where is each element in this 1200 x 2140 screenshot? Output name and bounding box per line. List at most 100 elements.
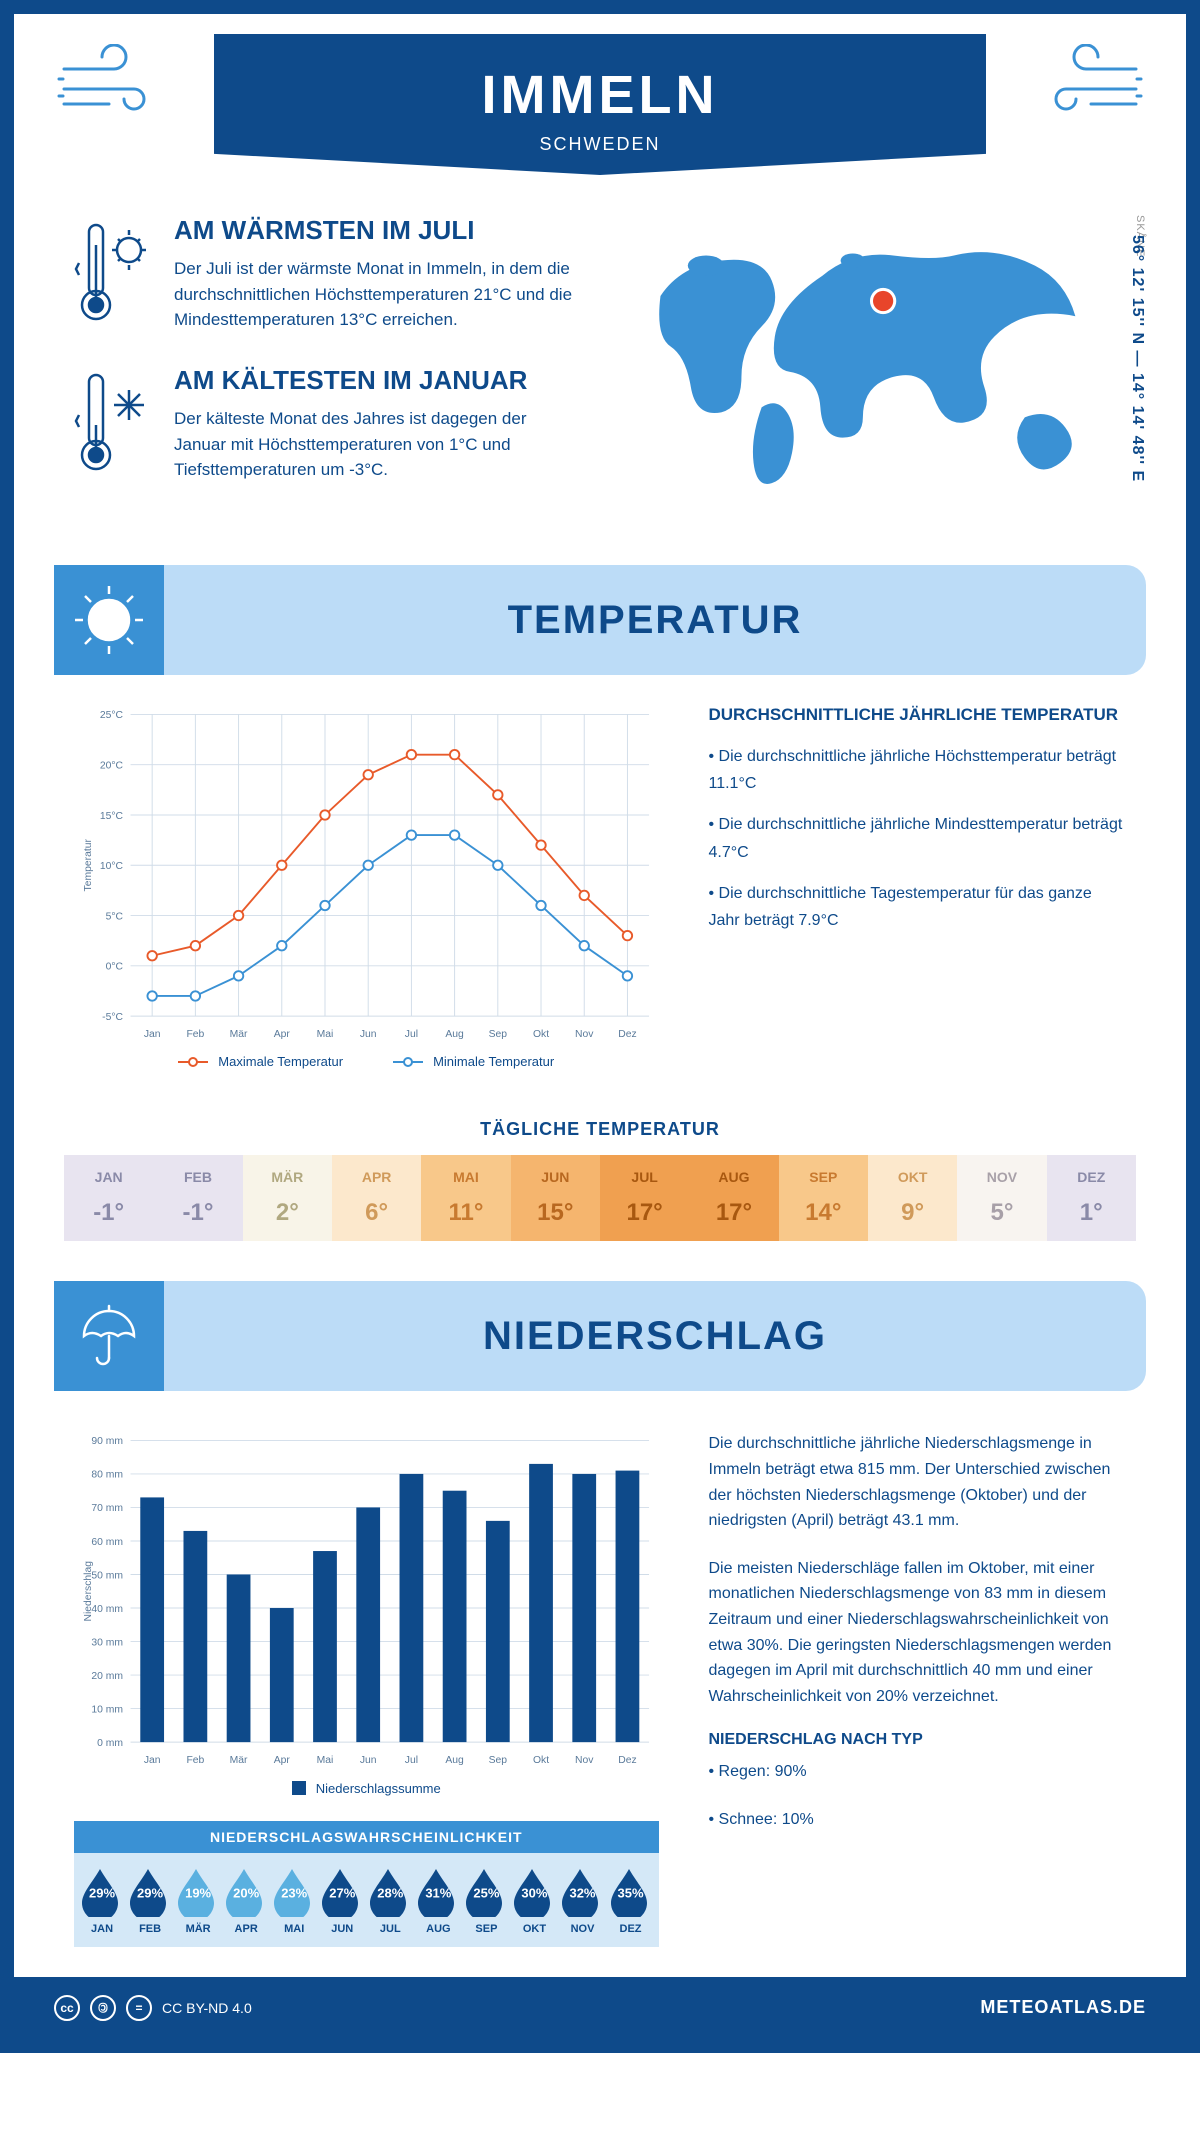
raindrop-icon: 27%: [318, 1865, 366, 1917]
svg-text:Sep: Sep: [489, 1029, 508, 1040]
prob-cell: 35% DEZ: [607, 1865, 655, 1935]
wind-icon-left: [54, 44, 174, 124]
fact-warmest: AM WÄRMSTEN IM JULI Der Juli ist der wär…: [74, 215, 580, 335]
svg-text:Jul: Jul: [405, 1755, 418, 1766]
svg-text:Dez: Dez: [618, 1029, 636, 1040]
daily-cell: MAI11°: [421, 1155, 510, 1241]
svg-text:Mär: Mär: [230, 1029, 248, 1040]
raindrop-icon: 35%: [607, 1865, 655, 1917]
prob-cell: 29% JAN: [78, 1865, 126, 1935]
svg-text:Dez: Dez: [618, 1755, 636, 1766]
svg-text:Feb: Feb: [186, 1029, 204, 1040]
precip-left: 0 mm10 mm20 mm30 mm40 mm50 mm60 mm70 mm8…: [74, 1431, 659, 1946]
svg-text:0 mm: 0 mm: [97, 1738, 123, 1749]
license-text: CC BY-ND 4.0: [162, 2000, 252, 2016]
temp-info-title: DURCHSCHNITTLICHE JÄHRLICHE TEMPERATUR: [709, 705, 1127, 725]
legend-min: Minimale Temperatur: [393, 1054, 554, 1069]
daily-month: OKT: [868, 1169, 957, 1185]
prob-cell: 30% OKT: [510, 1865, 558, 1935]
precipitation-title: NIEDERSCHLAG: [164, 1314, 1146, 1359]
fact-warm-title: AM WÄRMSTEN IM JULI: [174, 215, 580, 246]
prob-cell: 28% JUL: [366, 1865, 414, 1935]
svg-text:50 mm: 50 mm: [91, 1571, 123, 1582]
daily-cell: SEP 14°: [779, 1155, 868, 1241]
prob-cell: 29% FEB: [126, 1865, 174, 1935]
prob-value: 30%: [521, 1886, 547, 1901]
footer-license: cc 🄯 = CC BY-ND 4.0: [54, 1995, 252, 2021]
temp-bullet-2: • Die durchschnittliche jährliche Mindes…: [709, 811, 1127, 865]
daily-month: JUL: [600, 1169, 689, 1185]
daily-value: -1°: [64, 1199, 153, 1227]
svg-text:Mai: Mai: [317, 1029, 334, 1040]
svg-text:Temperatur: Temperatur: [83, 839, 94, 892]
prob-value: 25%: [473, 1886, 499, 1901]
svg-text:Nov: Nov: [575, 1029, 594, 1040]
prob-value: 28%: [377, 1886, 403, 1901]
fact-cold-body: AM KÄLTESTEN IM JANUAR Der kälteste Mona…: [174, 365, 580, 485]
thermometer-snow-icon: [74, 365, 154, 485]
raindrop-icon: 29%: [126, 1865, 174, 1917]
daily-cell: DEZ 1°: [1047, 1155, 1136, 1241]
svg-text:5°C: 5°C: [106, 911, 124, 922]
prob-month: APR: [222, 1923, 270, 1935]
svg-text:Okt: Okt: [533, 1029, 549, 1040]
svg-text:Mär: Mär: [230, 1755, 248, 1766]
prob-cell: 32% NOV: [558, 1865, 606, 1935]
daily-value: 6°: [332, 1199, 421, 1227]
precip-snow: • Schnee: 10%: [709, 1807, 1127, 1833]
daily-cell: JUL17°: [600, 1155, 689, 1241]
footer-site: METEOATLAS.DE: [980, 1997, 1146, 2018]
svg-text:20°C: 20°C: [100, 760, 124, 771]
svg-text:Jan: Jan: [144, 1029, 161, 1040]
daily-value: 14°: [779, 1199, 868, 1227]
daily-cell: NOV5°: [957, 1155, 1046, 1241]
country-name: SCHWEDEN: [214, 134, 986, 155]
precip-legend: Niederschlagssumme: [74, 1781, 659, 1796]
map-column: SKÅNE 56° 12' 15'' N — 14° 14' 48'' E: [620, 215, 1126, 515]
svg-text:15°C: 15°C: [100, 811, 124, 822]
precipitation-banner: NIEDERSCHLAG: [54, 1281, 1146, 1391]
prob-value: 20%: [233, 1886, 259, 1901]
svg-text:Jun: Jun: [360, 1029, 377, 1040]
temp-legend: Maximale Temperatur Minimale Temperatur: [74, 1054, 659, 1069]
svg-text:Apr: Apr: [274, 1755, 291, 1766]
prob-cell: 20% APR: [222, 1865, 270, 1935]
svg-text:Jun: Jun: [360, 1755, 377, 1766]
daily-month: AUG: [689, 1169, 778, 1185]
svg-text:Apr: Apr: [274, 1029, 291, 1040]
coordinates: 56° 12' 15'' N — 14° 14' 48'' E: [1128, 235, 1146, 482]
raindrop-icon: 29%: [78, 1865, 126, 1917]
precip-text: Die durchschnittliche jährliche Niedersc…: [709, 1431, 1127, 1946]
precip-p1: Die durchschnittliche jährliche Niedersc…: [709, 1431, 1127, 1533]
temperature-title: TEMPERATUR: [164, 598, 1146, 643]
svg-text:40 mm: 40 mm: [91, 1604, 123, 1615]
temp-bullet-1: • Die durchschnittliche jährliche Höchst…: [709, 743, 1127, 797]
temperature-body: -5°C0°C5°C10°C15°C20°C25°CJanFebMärAprMa…: [14, 705, 1186, 1089]
daily-month: SEP: [779, 1169, 868, 1185]
precip-rain: • Regen: 90%: [709, 1759, 1127, 1785]
nd-icon: =: [126, 1995, 152, 2021]
daily-value: 1°: [1047, 1199, 1136, 1227]
prob-cell: 31% AUG: [414, 1865, 462, 1935]
svg-text:60 mm: 60 mm: [91, 1537, 123, 1548]
fact-coldest: AM KÄLTESTEN IM JANUAR Der kälteste Mona…: [74, 365, 580, 485]
daily-value: 15°: [511, 1199, 600, 1227]
prob-value: 31%: [425, 1886, 451, 1901]
prob-month: MÄR: [174, 1923, 222, 1935]
daily-month: MAI: [421, 1169, 510, 1185]
svg-text:Jul: Jul: [405, 1029, 418, 1040]
daily-month: DEZ: [1047, 1169, 1136, 1185]
prob-value: 32%: [569, 1886, 595, 1901]
daily-value: 9°: [868, 1199, 957, 1227]
svg-text:-5°C: -5°C: [102, 1012, 123, 1023]
daily-value: -1°: [153, 1199, 242, 1227]
prob-value: 19%: [185, 1886, 211, 1901]
infographic-page: IMMELN SCHWEDEN AM WÄRMSTEN IM JULI Der …: [0, 0, 1200, 2053]
precip-prob-box: NIEDERSCHLAGSWAHRSCHEINLICHKEIT 29% JAN …: [74, 1821, 659, 1947]
raindrop-icon: 20%: [222, 1865, 270, 1917]
svg-text:90 mm: 90 mm: [91, 1437, 123, 1448]
intro-section: AM WÄRMSTEN IM JULI Der Juli ist der wär…: [14, 175, 1186, 545]
svg-text:25°C: 25°C: [100, 710, 124, 721]
svg-text:10°C: 10°C: [100, 861, 124, 872]
raindrop-icon: 31%: [414, 1865, 462, 1917]
